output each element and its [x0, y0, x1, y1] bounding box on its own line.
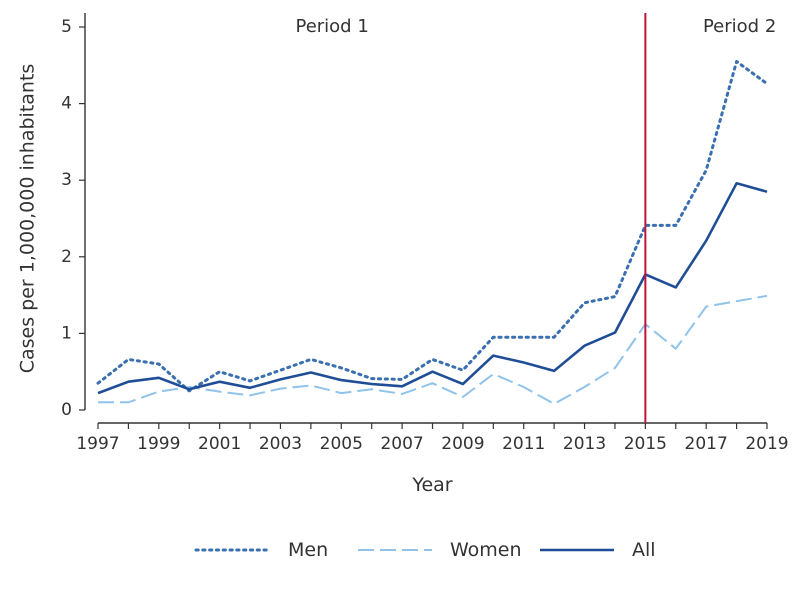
x-tick-label: 2005: [320, 434, 363, 454]
x-tick-label: 1999: [137, 434, 180, 454]
y-tick-label: 3: [61, 170, 72, 190]
x-tick-label: 2011: [502, 434, 545, 454]
annotation-layer: Period 1 Period 2: [295, 13, 776, 423]
y-axis-title: Cases per 1,000,000 inhabitants: [17, 64, 39, 374]
y-axis-title-wrap: Cases per 1,000,000 inhabitants: [17, 64, 39, 374]
y-tick-label: 5: [61, 17, 72, 37]
y-tick-label: 0: [61, 400, 72, 420]
series-line-men: [96, 60, 769, 393]
period-label: Period 1: [295, 16, 368, 37]
x-axis-title: Year: [411, 474, 452, 496]
x-tick-label: 1997: [76, 434, 119, 454]
period-label: Period 2: [703, 16, 776, 37]
x-tick-label: 2009: [441, 434, 484, 454]
x-tick-label: 2007: [380, 434, 423, 454]
axes: 0 1 2 3 4 5 1997 1999 2001 2003 2005 2007 2009 2011 20…: [61, 13, 789, 454]
x-tick-label: 2017: [685, 434, 728, 454]
series-layer: [96, 60, 769, 405]
legend: Men Women All: [194, 539, 656, 561]
series-line-all: [97, 182, 768, 395]
legend-label-all: All: [632, 539, 656, 561]
y-tick-label: 1: [61, 323, 72, 343]
x-tick-label: 2015: [624, 434, 667, 454]
x-tick-label: 2013: [563, 434, 606, 454]
x-tick-label: 2003: [259, 434, 302, 454]
legend-label-men: Men: [288, 539, 328, 561]
x-tick-label: 2019: [745, 434, 788, 454]
series-line-women: [98, 294, 768, 405]
y-tick-label: 4: [61, 94, 72, 114]
legend-label-women: Women: [450, 539, 522, 561]
y-tick-label: 2: [61, 247, 72, 267]
x-tick-label: 2001: [198, 434, 241, 454]
